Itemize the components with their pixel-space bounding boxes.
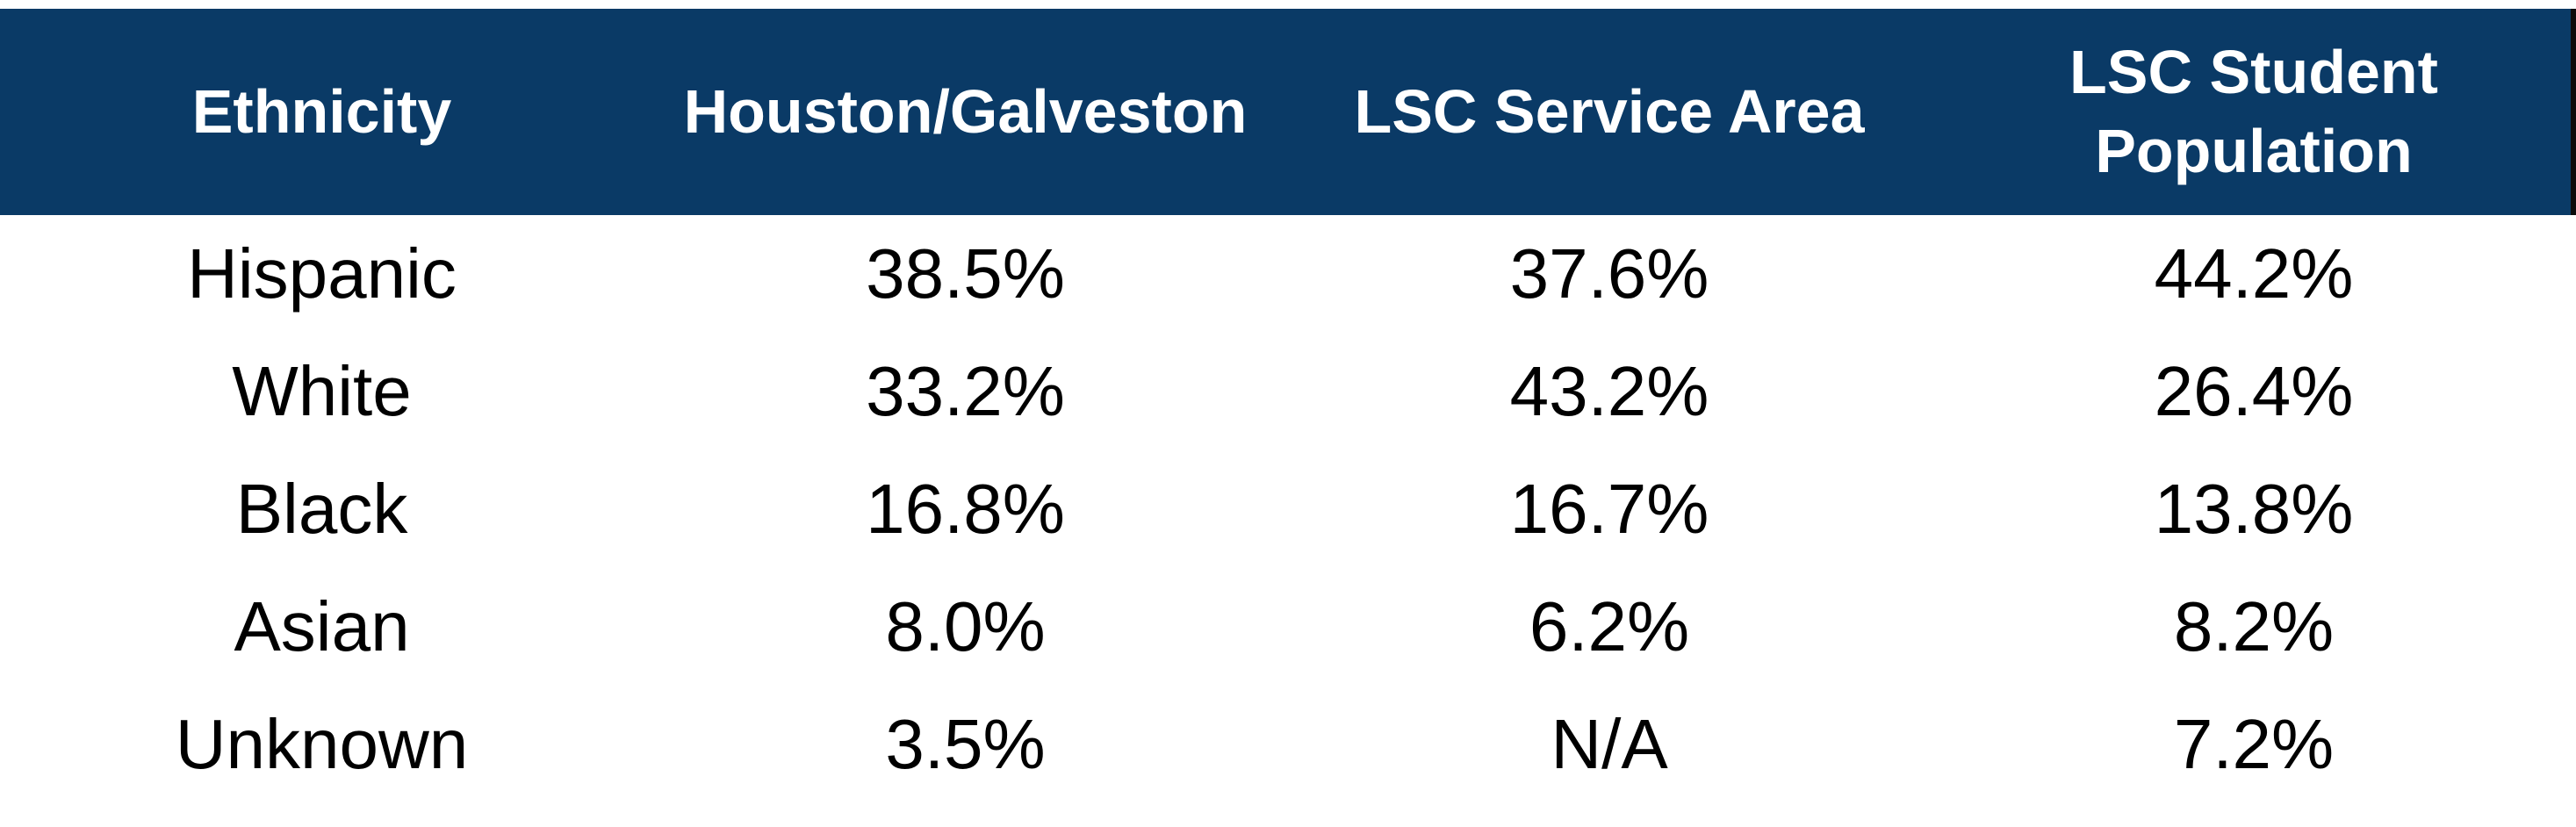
cell-lsc-service-area-value: 37.6% [1509,234,1709,313]
ethnicity-table: Ethnicity Houston/Galveston LSC Service … [0,9,2576,803]
cell-lsc-student-population-value: 7.2% [2173,705,2335,783]
table-row-white: White 33.2% 43.2% 26.4% [0,333,2576,450]
cell-lsc-service-area-value: N/A [1551,705,1668,783]
cell-lsc-service-area-value: 6.2% [1529,587,1690,665]
header-cell-lsc-service-area: LSC Service Area [1287,73,1932,152]
cell-lsc-service-area-value: 43.2% [1509,352,1709,430]
table-header-row: Ethnicity Houston/Galveston LSC Service … [0,9,2576,215]
cell-houston-galveston-value: 33.2% [866,352,1065,430]
cell-ethnicity: White [232,352,412,430]
header-label-lsc-service-area: LSC Service Area [1354,76,1865,146]
header-label-ethnicity: Ethnicity [191,76,452,146]
cell-lsc-student-population-value: 44.2% [2154,234,2354,313]
header-cell-ethnicity: Ethnicity [0,73,644,152]
cell-lsc-student-population-value: 13.8% [2154,470,2354,548]
table-row-unknown: Unknown 3.5% N/A 7.2% [0,686,2576,803]
cell-lsc-student-population-value: 8.2% [2173,587,2335,665]
table-row-black: Black 16.8% 16.7% 13.8% [0,450,2576,568]
cell-houston-galveston-value: 3.5% [885,705,1046,783]
cell-lsc-student-population-value: 26.4% [2154,352,2354,430]
cell-houston-galveston-value: 38.5% [866,234,1065,313]
cell-lsc-service-area-value: 16.7% [1509,470,1709,548]
cell-houston-galveston-value: 16.8% [866,470,1065,548]
table-row-asian: Asian 8.0% 6.2% 8.2% [0,568,2576,686]
cell-ethnicity: Unknown [175,705,469,783]
cell-ethnicity: Black [235,470,408,548]
header-cell-lsc-student-population: LSC Student Population [1932,33,2576,191]
table-row-hispanic: Hispanic 38.5% 37.6% 44.2% [0,215,2576,333]
header-label-lsc-student-population: LSC Student Population [2069,37,2438,185]
cell-ethnicity: Hispanic [187,234,457,313]
cell-houston-galveston-value: 8.0% [885,587,1046,665]
header-label-houston-galveston: Houston/Galveston [683,76,1248,146]
header-cell-houston-galveston: Houston/Galveston [644,73,1287,152]
cell-ethnicity: Asian [234,587,410,665]
